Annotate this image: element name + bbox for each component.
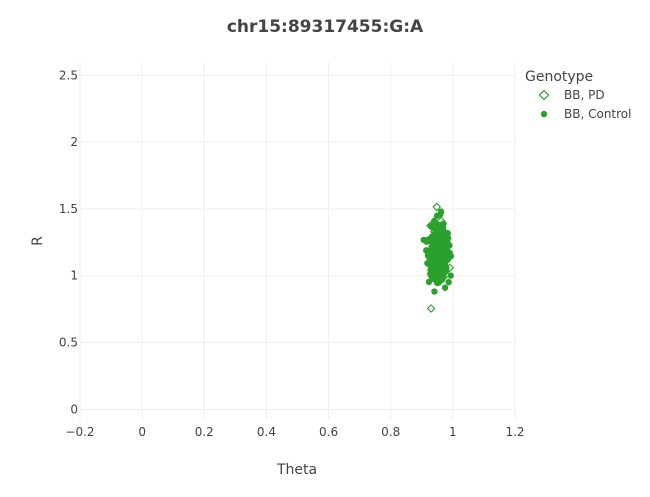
control-point — [440, 220, 447, 227]
y-tick-label: 1 — [70, 269, 78, 283]
pd-point — [429, 227, 439, 237]
y-tick-label: 0 — [70, 402, 78, 416]
pd-point — [422, 236, 431, 246]
legend-diamond-icon — [538, 89, 550, 101]
x-tick-label: 0.4 — [257, 425, 276, 439]
pd-point — [426, 304, 436, 313]
control-point — [425, 278, 433, 286]
legend-item-bb-pd[interactable]: BB, PD — [538, 88, 605, 102]
pd-point — [431, 239, 441, 249]
legend-label-bb-control: BB, Control — [564, 107, 631, 121]
grid-lines — [79, 62, 516, 420]
axes: −0.2 0 0.2 0.4 0.6 0.8 1 1.2 0 0.5 1 1.5 2 2.5 — [59, 68, 525, 439]
control-point — [446, 249, 453, 257]
pd-point — [434, 264, 444, 274]
pd-point — [445, 263, 455, 273]
x-tick-label: −0.2 — [65, 425, 94, 439]
control-point — [438, 249, 445, 256]
control-point — [447, 272, 454, 279]
legend-item-bb-control[interactable]: BB, Control — [540, 107, 632, 121]
chart-title: chr15:89317455:G:A — [227, 17, 424, 37]
data-points — [420, 202, 455, 313]
pd-point — [436, 231, 445, 241]
x-tick-label: 0 — [138, 425, 146, 439]
pd-point — [442, 253, 452, 263]
y-tick-label: 2.5 — [59, 68, 78, 82]
y-tick-label: 0.5 — [59, 336, 78, 350]
control-point — [431, 288, 438, 295]
control-point — [429, 264, 436, 272]
control-point — [441, 284, 449, 291]
pd-point — [428, 270, 438, 279]
x-tick-label: 1.2 — [505, 425, 524, 439]
control-point — [432, 242, 439, 249]
y-tick-label: 2 — [70, 135, 78, 149]
control-point — [431, 217, 438, 225]
pd-point — [426, 221, 435, 231]
x-tick-label: 0.8 — [381, 425, 400, 439]
legend-label-bb-pd: BB, PD — [564, 88, 605, 102]
legend-circle-icon — [540, 110, 548, 118]
pd-point — [432, 202, 442, 212]
x-tick-label: 0.6 — [319, 425, 338, 439]
pd-point — [436, 216, 446, 226]
pd-point — [432, 252, 442, 262]
x-tick-label: 0.2 — [195, 425, 214, 439]
x-axis-title: Theta — [276, 462, 317, 478]
y-tick-label: 1.5 — [59, 202, 78, 216]
pd-point — [439, 272, 448, 282]
pd-point — [443, 241, 453, 251]
legend-title: Genotype — [525, 69, 593, 85]
control-point — [437, 208, 445, 215]
pd-point — [424, 259, 433, 269]
control-point — [445, 278, 452, 286]
control-point — [429, 269, 436, 277]
pd-point — [423, 247, 432, 257]
x-tick-label: 1 — [449, 425, 457, 439]
legend: Genotype BB, PD BB, Control — [525, 69, 631, 121]
y-axis-title: R — [30, 236, 46, 246]
